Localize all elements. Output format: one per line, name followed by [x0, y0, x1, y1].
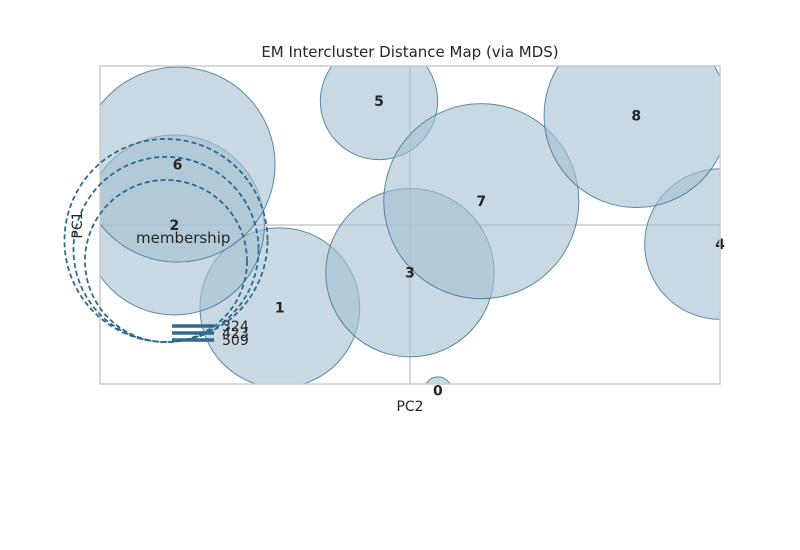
legend-value-509: 509: [222, 333, 249, 349]
cluster-bubble-0: [425, 376, 451, 384]
y-axis-label: PC1: [70, 211, 86, 238]
x-axis-label: PC2: [396, 399, 423, 415]
cluster-label-0: 0: [433, 383, 443, 399]
cluster-label-8: 8: [631, 108, 641, 124]
legend-circle-324: [84, 179, 248, 343]
legend-value-324: 324: [222, 319, 249, 335]
cluster-bubble-4: [644, 168, 720, 320]
cluster-label-3: 3: [405, 266, 415, 282]
cluster-label-1: 1: [275, 301, 285, 317]
plot-frame: [99, 65, 721, 385]
cluster-label-6: 6: [173, 158, 183, 174]
legend-circles: [63, 138, 269, 343]
legend-value-423: 423: [222, 326, 249, 342]
cluster-label-2: 2: [170, 218, 180, 234]
cluster-bubble-8: [543, 66, 720, 208]
chart-title: EM Intercluster Distance Map (via MDS): [261, 43, 558, 61]
legend-circle-509: [63, 138, 269, 343]
cluster-bubbles: [100, 66, 720, 384]
legend-circle-423: [72, 155, 260, 343]
legend-title: membership: [136, 229, 230, 247]
cluster-label-5: 5: [374, 94, 384, 110]
cluster-label-7: 7: [476, 194, 486, 210]
cluster-bubble-7: [383, 103, 580, 300]
